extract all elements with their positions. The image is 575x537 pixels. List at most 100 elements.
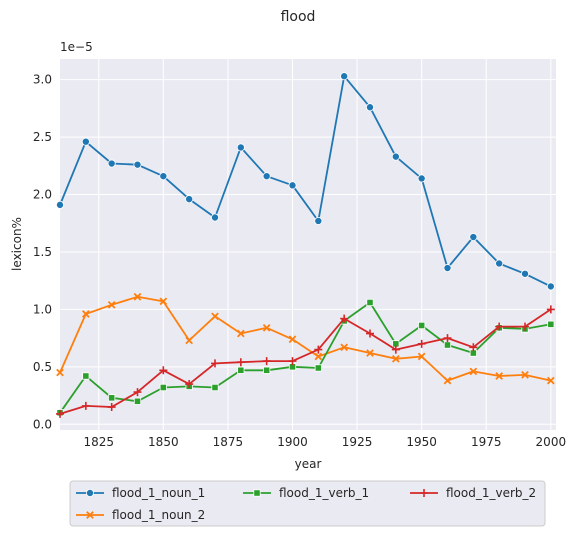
series-layer (56, 72, 555, 418)
data-point (366, 329, 374, 338)
data-point (185, 380, 194, 389)
legend-item: flood_1_noun_2 (76, 508, 205, 522)
data-point (56, 368, 64, 377)
legend-marker (86, 488, 95, 497)
data-point (211, 312, 219, 321)
data-point (443, 334, 452, 343)
x-tick-label: 1875 (213, 435, 244, 449)
legend-item: flood_1_verb_2 (410, 486, 536, 500)
x-tick-label: 1925 (342, 435, 373, 449)
data-point (443, 341, 452, 349)
data-point (547, 320, 555, 328)
data-point (236, 358, 245, 367)
data-point (159, 172, 168, 181)
y-tick-label: 0.0 (33, 417, 52, 431)
data-point (521, 371, 529, 379)
x-tick-label: 2000 (536, 435, 567, 449)
data-point (314, 216, 323, 225)
legend-item: flood_1_noun_1 (76, 486, 205, 500)
data-point (340, 343, 349, 352)
chart-title: flood (281, 9, 316, 25)
data-point (365, 103, 374, 112)
data-point (133, 160, 142, 169)
x-tick-label: 1950 (406, 435, 437, 449)
data-point (159, 297, 168, 306)
data-point (211, 359, 219, 368)
y-tick-label: 0.5 (33, 360, 52, 374)
legend-marker (420, 489, 428, 497)
data-point (236, 329, 245, 338)
data-point (418, 321, 426, 330)
data-point (159, 383, 167, 392)
data-point (108, 394, 116, 402)
y-tick-label: 2.5 (33, 130, 52, 144)
data-point (56, 409, 64, 418)
y-tick-label: 3.0 (33, 73, 52, 87)
data-point (133, 292, 142, 301)
x-tick-label: 1850 (148, 435, 179, 449)
data-point (546, 282, 555, 291)
data-point (107, 300, 116, 309)
data-point (133, 388, 142, 397)
data-point (81, 137, 90, 146)
data-point (236, 143, 245, 152)
series-flood_1_noun_1 (56, 72, 555, 291)
data-point (81, 310, 90, 318)
data-point (495, 322, 504, 331)
series-line (59, 301, 551, 414)
y-axis-label: lexicon% (10, 217, 24, 271)
data-point (417, 339, 426, 348)
legend-label: flood_1_noun_2 (112, 508, 205, 522)
data-point (391, 345, 400, 354)
data-point (56, 200, 65, 209)
data-point (262, 323, 271, 332)
data-point (495, 372, 504, 380)
data-point (288, 335, 297, 344)
legend-marker (253, 489, 261, 497)
data-point (340, 72, 349, 81)
data-point (443, 264, 452, 273)
legend-label: flood_1_noun_1 (112, 486, 205, 500)
x-tick-label: 1900 (277, 435, 308, 449)
data-point (288, 181, 297, 190)
data-point (210, 213, 219, 222)
data-point (340, 314, 349, 323)
data-point (546, 376, 555, 385)
axes-labels: 1825 1850 1875 1900 1925 1950 1975 2000 0.0 0.5 1.… (33, 73, 566, 449)
data-point (159, 366, 168, 375)
data-point (185, 195, 194, 204)
data-point (417, 174, 426, 183)
data-point (521, 269, 530, 278)
data-point (417, 352, 426, 361)
data-point (391, 354, 400, 363)
data-point (81, 401, 90, 410)
y-tick-label: 1.5 (33, 245, 52, 259)
data-point (82, 372, 90, 380)
data-point (391, 152, 400, 161)
y-offset-label: 1e−5 (60, 40, 93, 54)
data-point (314, 352, 323, 361)
data-point (469, 343, 478, 352)
series-line (59, 295, 551, 382)
data-point (495, 259, 504, 268)
data-point (107, 403, 116, 412)
series-flood_1_verb_2 (56, 305, 555, 418)
data-point (314, 364, 322, 372)
y-tick-label: 2.0 (33, 188, 52, 202)
series-line (59, 75, 552, 288)
data-point (469, 367, 478, 376)
data-point (521, 322, 529, 331)
data-point (211, 383, 219, 392)
x-tick-label: 1825 (83, 435, 114, 449)
data-point (262, 357, 271, 366)
data-point (469, 233, 478, 242)
data-point (546, 305, 555, 314)
data-point (366, 298, 374, 307)
series-line (59, 308, 552, 415)
legend-label: flood_1_verb_1 (279, 486, 369, 500)
data-point (263, 366, 271, 374)
x-tick-label: 1975 (471, 435, 502, 449)
data-point (133, 397, 142, 405)
legend-item: flood_1_verb_1 (243, 486, 369, 500)
